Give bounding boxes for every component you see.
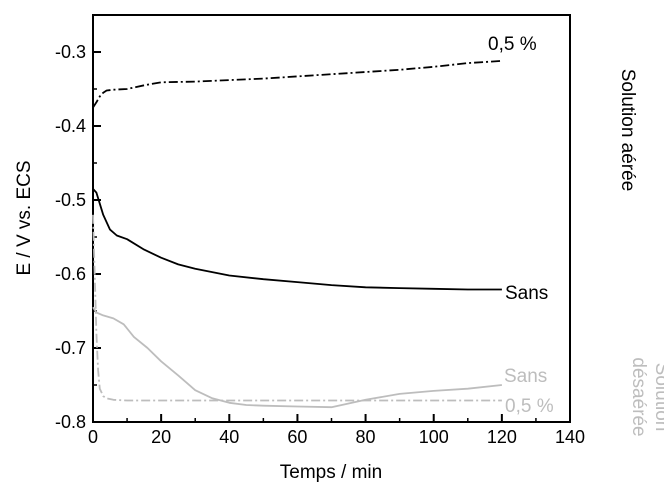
y-tick-label: -0.3 bbox=[55, 42, 86, 62]
series-line-aerated-0 bbox=[92, 60, 502, 108]
annotation-deaerated-line1: Solution bbox=[651, 363, 664, 432]
x-tick-label: 140 bbox=[555, 427, 585, 447]
plot-frame bbox=[92, 14, 571, 423]
x-axis-title: Temps / min bbox=[280, 462, 382, 483]
x-tick-label: 80 bbox=[356, 427, 376, 447]
label-aerated-sans: Sans bbox=[505, 283, 548, 304]
x-tick-label: 120 bbox=[487, 427, 517, 447]
y-tick-label: -0.8 bbox=[55, 412, 86, 432]
x-tick-label: 0 bbox=[88, 427, 98, 447]
series-line-aerated-1 bbox=[92, 188, 502, 291]
y-tick-label: -0.6 bbox=[55, 264, 86, 284]
label-aerated-05: 0,5 % bbox=[488, 34, 537, 55]
series-line-deaerated-3 bbox=[92, 214, 502, 402]
annotation-deaerated-line2: désaérée bbox=[628, 357, 649, 436]
y-axis-title: E / V vs. ECS bbox=[14, 160, 35, 275]
x-tick-label: 60 bbox=[287, 427, 307, 447]
axis-ticks bbox=[92, 14, 571, 423]
y-tick-label: -0.7 bbox=[55, 338, 86, 358]
series-layer bbox=[92, 60, 502, 409]
label-deaerated-sans: Sans bbox=[504, 366, 547, 387]
y-tick-label: -0.4 bbox=[55, 116, 86, 136]
x-tick-label: 20 bbox=[151, 427, 171, 447]
y-tick-label: -0.5 bbox=[55, 190, 86, 210]
x-tick-label: 100 bbox=[419, 427, 449, 447]
label-deaerated-05: 0,5 % bbox=[505, 396, 554, 417]
annotation-aerated: Solution aérée bbox=[617, 69, 638, 192]
series-line-deaerated-2 bbox=[92, 306, 502, 409]
x-tick-label: 40 bbox=[219, 427, 239, 447]
